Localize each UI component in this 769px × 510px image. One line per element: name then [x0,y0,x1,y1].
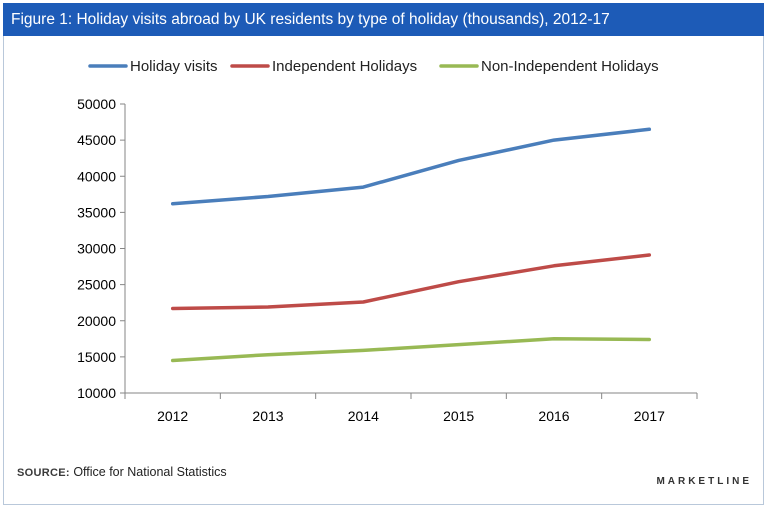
chart-legend: Holiday visits Independent Holidays Non-In… [88,58,659,75]
data-point [171,202,174,205]
brand-logo: MARKETLINE [656,476,752,487]
series-line-1 [170,253,652,311]
data-point [648,128,651,131]
data-point [171,307,174,310]
data-point [648,338,651,341]
chart-plot-area [170,127,652,363]
legend-label-1: Independent Holidays [272,58,417,75]
legend-label-0: Holiday visits [130,58,218,75]
data-point [171,359,174,362]
chart-frame [3,3,764,505]
data-point [362,300,365,304]
data-point [457,343,460,346]
x-tick-label: 2017 [634,408,665,424]
data-point [266,305,270,309]
series-line-2 [170,337,652,363]
source-text: Office for National Statistics [73,465,227,479]
y-tick-label: 35000 [77,204,116,220]
data-point [266,353,270,356]
data-point [648,253,651,257]
data-point [362,349,365,352]
data-point [362,185,365,189]
data-point [552,264,556,268]
source-note: SOURCE: Office for National Statistics [17,465,227,479]
data-point [266,195,270,198]
legend-label-2: Non-Independent Holidays [481,58,659,75]
source-label: SOURCE: [17,467,70,479]
y-tick-label: 20000 [77,313,116,329]
data-point [457,280,460,283]
x-tick-label: 2015 [443,408,474,424]
chart-axes: 10000 15000 20000 25000 30000 35000 40000 45000… [77,96,698,424]
chart-title: Figure 1: Holiday visits abroad by UK re… [3,3,764,36]
x-tick-label: 2013 [252,408,283,424]
y-tick-label: 40000 [77,168,116,184]
x-tick-label: 2016 [538,408,569,424]
y-tick-label: 50000 [77,96,116,112]
y-tick-label: 45000 [77,132,116,148]
y-tick-label: 25000 [77,277,116,293]
y-tick-label: 10000 [77,385,116,401]
x-tick-label: 2012 [157,408,188,424]
x-tick-label: 2014 [348,408,379,424]
y-tick-label: 15000 [77,349,116,365]
data-point [457,159,460,162]
series-line-0 [170,127,652,206]
data-point [552,138,556,142]
y-tick-label: 30000 [77,241,116,257]
data-point [552,337,556,341]
